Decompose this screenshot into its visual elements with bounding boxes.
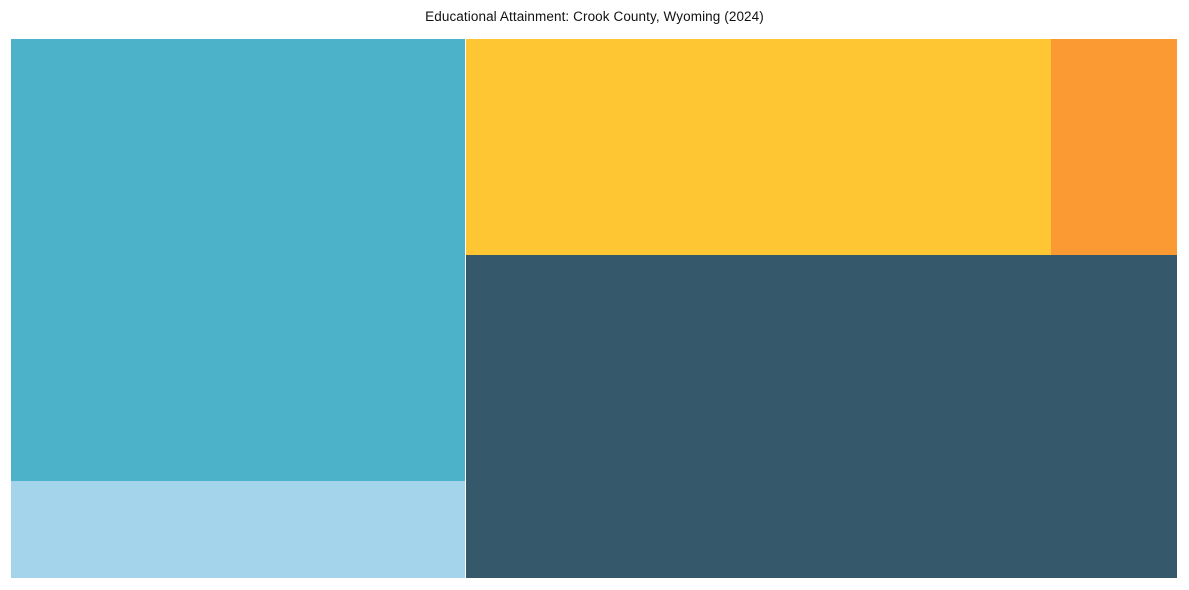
treemap-tile-graduate-or-professional-degree[interactable]: Graduate or professional degree	[1050, 39, 1177, 255]
treemap-tile-high-school-graduate[interactable]: High school graduate	[465, 254, 1177, 578]
treemap-tile-some-college-no-degree[interactable]: Some college, no degree	[11, 39, 466, 481]
treemap-tile-bachelors-degree[interactable]: Bachelor's degree	[465, 39, 1051, 255]
chart-title: Educational Attainment: Crook County, Wy…	[425, 9, 764, 24]
treemap-plot-area: Some college, no degree Associate's degr…	[11, 39, 1177, 578]
treemap-tile-associates-degree[interactable]: Associate's degree	[11, 480, 466, 578]
